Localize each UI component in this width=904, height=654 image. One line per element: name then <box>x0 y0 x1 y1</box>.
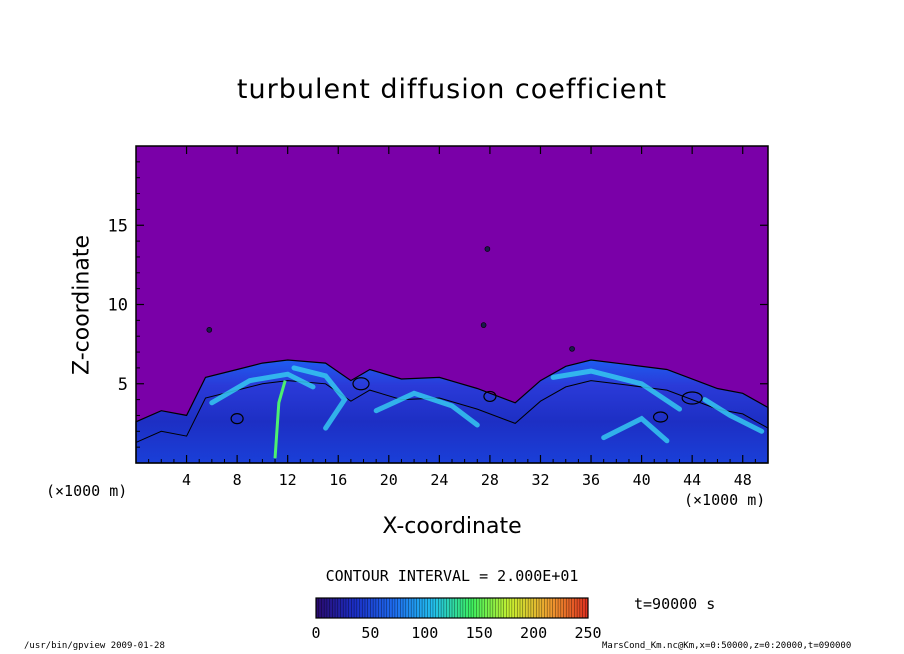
isolated-blob-2 <box>206 327 213 333</box>
high-value-column <box>273 380 287 459</box>
y-tick-label: 15 <box>108 216 128 236</box>
contour-interval-label: CONTOUR INTERVAL = 2.000E+01 <box>325 567 579 585</box>
closed-contour-1 <box>352 377 370 391</box>
time-label: t=90000 s <box>634 595 716 613</box>
colorbar-tick-label: 100 <box>411 624 438 642</box>
closed-contour-3 <box>652 411 669 423</box>
x-axis-unit-right: (×1000 m) <box>684 491 766 509</box>
x-tick-label: 8 <box>233 471 242 489</box>
turbulent-layer <box>135 359 769 464</box>
eddy-streak-6 <box>702 397 765 434</box>
closed-contour-5 <box>230 413 244 425</box>
eddy-streak-2 <box>291 365 348 431</box>
footer-right: MarsCond_Km.nc@Km,x=0:50000,z=0:20000,t=… <box>602 641 852 651</box>
x-tick-label: 4 <box>182 471 191 489</box>
x-tick-label: 16 <box>329 471 347 489</box>
closed-contour-2 <box>483 390 497 403</box>
x-tick-label: 20 <box>380 471 398 489</box>
x-tick-label: 32 <box>531 471 549 489</box>
footer-left: /usr/bin/gpview 2009-01-28 <box>24 641 165 651</box>
colorbar-tick-label: 200 <box>520 624 547 642</box>
x-tick-label: 24 <box>430 471 448 489</box>
eddy-streak-3 <box>373 390 480 428</box>
x-tick-label: 40 <box>633 471 651 489</box>
eddy-streak-1 <box>209 371 316 406</box>
chart-title: turbulent diffusion coefficient <box>236 74 668 105</box>
colorbar-tick-label: 150 <box>466 624 493 642</box>
y-axis-label: Z-coordinate <box>69 235 95 375</box>
x-axis-label: X-coordinate <box>382 514 522 539</box>
x-tick-label: 36 <box>582 471 600 489</box>
y-tick-label: 10 <box>108 296 128 316</box>
x-axis-unit-left: (×1000 m) <box>46 482 128 500</box>
colorbar-tick-label: 0 <box>311 624 320 642</box>
y-tick-label: 5 <box>118 375 128 395</box>
x-tick-label: 12 <box>279 471 297 489</box>
x-tick-label: 48 <box>734 471 752 489</box>
x-tick-label: 28 <box>481 471 499 489</box>
eddy-streak-5 <box>601 415 670 444</box>
x-tick-label: 44 <box>683 471 701 489</box>
isolated-blob-3 <box>569 346 575 352</box>
colorbar-tick-label: 250 <box>574 624 601 642</box>
isolated-blob-1 <box>484 246 491 252</box>
closed-contour-4 <box>681 391 703 405</box>
eddy-streak-4 <box>550 368 682 412</box>
colorbar-tick-label: 50 <box>361 624 379 642</box>
isolated-blob-4 <box>480 322 487 328</box>
